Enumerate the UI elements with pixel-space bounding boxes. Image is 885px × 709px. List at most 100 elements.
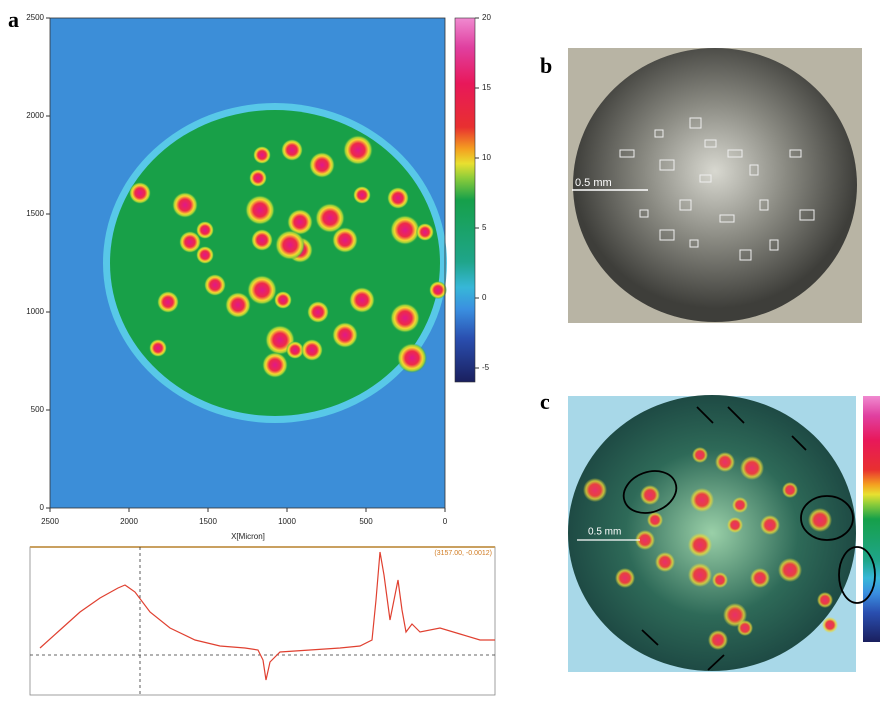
overlay-well bbox=[568, 395, 856, 671]
well bbox=[110, 110, 440, 416]
scale-bar-label: 0.5 mm bbox=[575, 177, 612, 189]
cursor-label: (3157.00, -0.0012) bbox=[434, 550, 492, 557]
hotspot bbox=[390, 303, 420, 333]
hotspot bbox=[179, 231, 201, 253]
hotspot bbox=[647, 512, 663, 528]
x-tick-label: 2500 bbox=[41, 517, 59, 526]
hotspot bbox=[274, 291, 292, 309]
hotspot bbox=[307, 301, 329, 323]
scale-bar-label: 0.5 mm bbox=[588, 527, 621, 538]
hotspot bbox=[281, 139, 303, 161]
hotspot bbox=[750, 568, 770, 588]
hotspot bbox=[732, 497, 748, 513]
hotspot bbox=[251, 229, 273, 251]
hotspot bbox=[245, 195, 275, 225]
crystal bbox=[639, 209, 649, 218]
highlight-ellipses bbox=[622, 470, 876, 604]
panel-label: a bbox=[8, 7, 19, 32]
hotspot bbox=[309, 152, 335, 178]
hotspot bbox=[740, 456, 764, 480]
crystal bbox=[619, 149, 635, 158]
crystal bbox=[659, 159, 675, 171]
hotspot bbox=[688, 533, 712, 557]
hotspot bbox=[157, 291, 179, 313]
crystal bbox=[719, 214, 735, 223]
hotspot bbox=[760, 515, 780, 535]
x-tick-label: 1000 bbox=[278, 517, 296, 526]
y-tick-label: 1500 bbox=[26, 209, 44, 218]
colorbar-tick-label: 0 bbox=[482, 293, 487, 302]
micrograph-well bbox=[573, 48, 857, 322]
crystal bbox=[689, 239, 699, 248]
hotspot bbox=[129, 182, 151, 204]
hotspot bbox=[723, 603, 747, 627]
hotspot bbox=[204, 274, 226, 296]
spectrum-curve bbox=[39, 551, 495, 681]
hotspot bbox=[149, 339, 167, 357]
hotspot bbox=[253, 146, 271, 164]
hotspot bbox=[708, 630, 728, 650]
hotspot bbox=[349, 287, 375, 313]
y-tick-label: 2500 bbox=[26, 13, 44, 22]
spectrum-frame bbox=[29, 546, 496, 696]
crystal bbox=[659, 229, 675, 241]
hotspot bbox=[275, 230, 305, 260]
crystal bbox=[727, 149, 743, 158]
y-tick-label: 500 bbox=[31, 405, 45, 414]
hotspot bbox=[690, 488, 714, 512]
x-axis-label: X[Micron] bbox=[231, 532, 265, 541]
hotspot bbox=[315, 203, 345, 233]
hotspot bbox=[715, 452, 735, 472]
crystal bbox=[769, 239, 779, 251]
hotspot bbox=[778, 558, 802, 582]
hotspot bbox=[655, 552, 675, 572]
hotspot bbox=[727, 517, 743, 533]
crystal bbox=[699, 174, 712, 183]
x-tick-label: 2000 bbox=[120, 517, 138, 526]
hotspot bbox=[332, 322, 358, 348]
crystal bbox=[799, 209, 815, 221]
y-tick-label: 1000 bbox=[26, 307, 44, 316]
hotspot bbox=[688, 563, 712, 587]
crystal bbox=[789, 149, 802, 158]
crystal bbox=[739, 249, 752, 261]
hotspot bbox=[397, 343, 427, 373]
hotspot bbox=[583, 478, 607, 502]
hotspot bbox=[262, 352, 288, 378]
hotspot bbox=[247, 275, 277, 305]
crystal bbox=[749, 164, 759, 176]
plot-frame bbox=[49, 17, 446, 509]
colorbar-tick-label: 10 bbox=[482, 153, 491, 162]
hotspot bbox=[301, 339, 323, 361]
hotspot bbox=[640, 485, 660, 505]
y-tick-label: 0 bbox=[40, 503, 45, 512]
hotspot bbox=[286, 341, 304, 359]
hotspot bbox=[429, 281, 447, 299]
hotspot bbox=[782, 482, 798, 498]
hotspot bbox=[353, 186, 371, 204]
arrows bbox=[641, 406, 807, 671]
overlay-colorbar bbox=[863, 396, 880, 642]
colorbar-tick-label: 15 bbox=[482, 83, 491, 92]
hotspot bbox=[712, 572, 728, 588]
hotspot bbox=[390, 215, 420, 245]
x-tick-label: 0 bbox=[443, 517, 448, 526]
hotspot bbox=[737, 620, 753, 636]
crystal bbox=[654, 129, 664, 138]
hotspot bbox=[817, 592, 833, 608]
crystal bbox=[679, 199, 692, 211]
hotspot bbox=[635, 530, 655, 550]
colorbar-tick-label: 5 bbox=[482, 223, 487, 232]
colorbar-tick-label: -5 bbox=[482, 363, 490, 372]
hotspot bbox=[343, 135, 373, 165]
hotspot bbox=[822, 617, 838, 633]
hotspot bbox=[416, 223, 434, 241]
x-tick-label: 1500 bbox=[199, 517, 217, 526]
crystal bbox=[689, 117, 702, 129]
hotspot bbox=[692, 447, 708, 463]
hotspot bbox=[332, 227, 358, 253]
crystal bbox=[704, 139, 717, 148]
hotspot bbox=[387, 187, 409, 209]
crystal bbox=[759, 199, 769, 211]
